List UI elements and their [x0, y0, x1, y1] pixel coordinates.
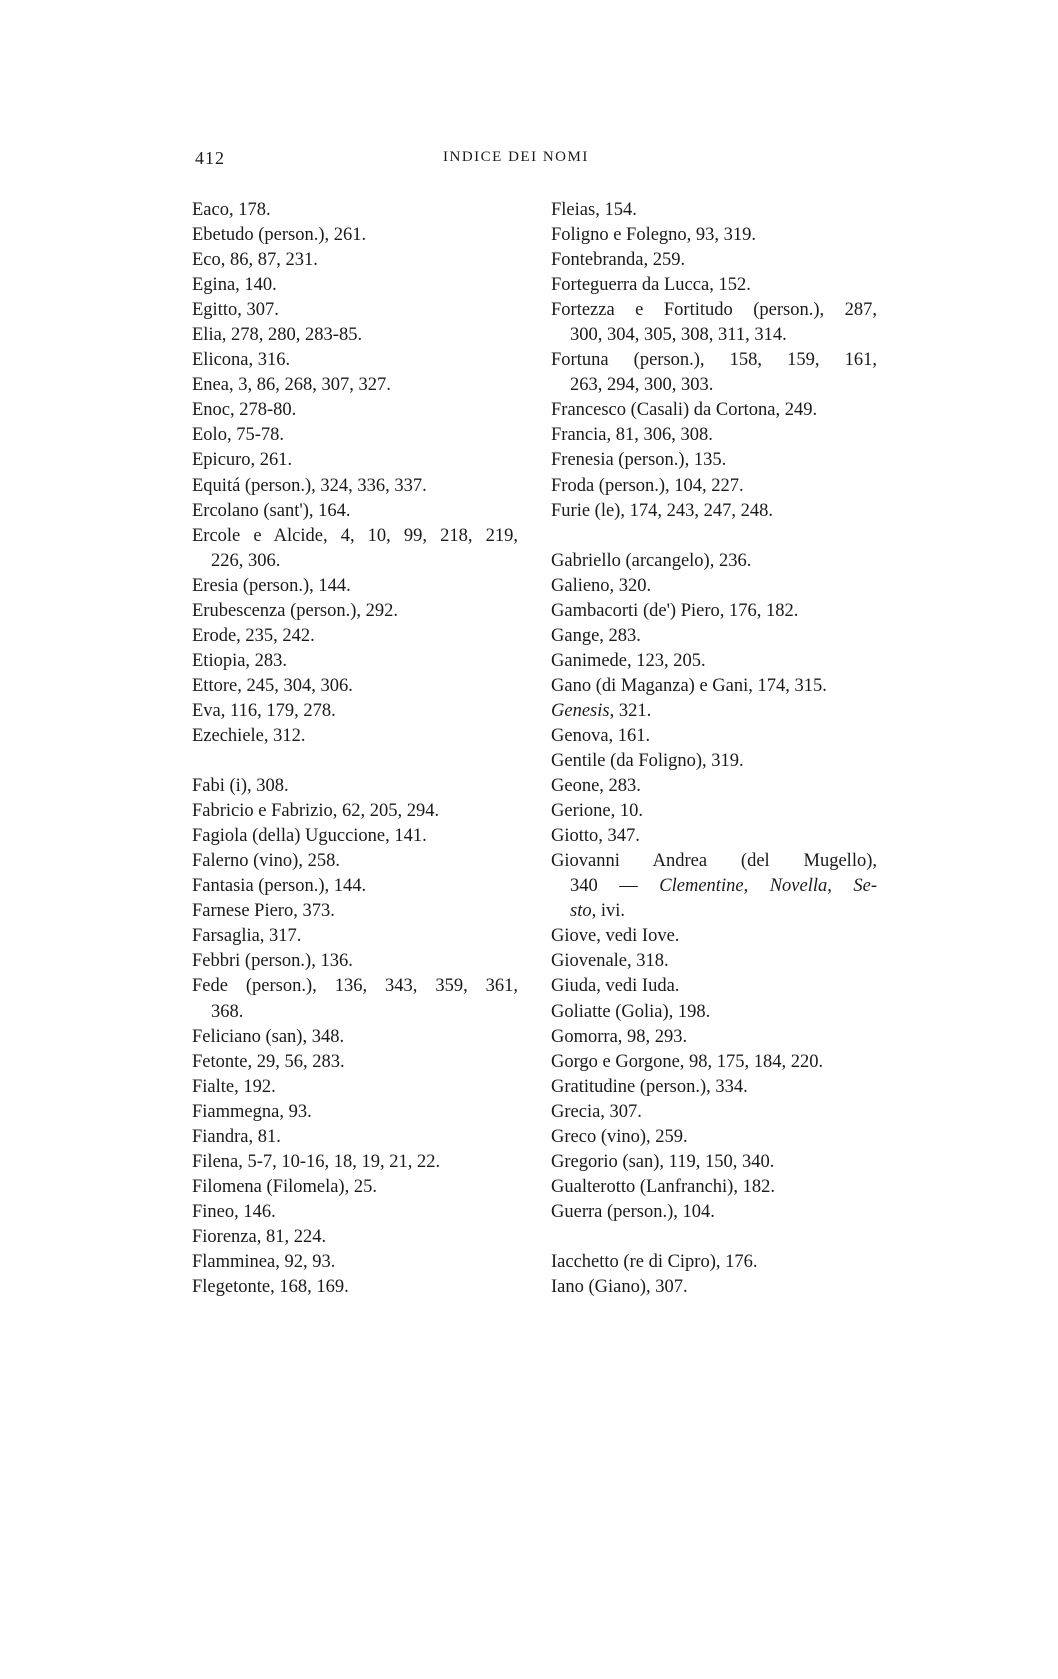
index-entry: Eaco, 178.: [192, 200, 271, 220]
index-entry: Fortezza e Fortitudo (person.), 287,: [551, 300, 877, 321]
index-entry: Greco (vino), 259.: [551, 1126, 688, 1147]
index-entry: Froda (person.), 104, 227.: [551, 475, 744, 496]
index-entry: Eva, 116, 179, 278.: [192, 700, 336, 721]
index-entry: Iacchetto (re di Cipro), 176.: [551, 1251, 758, 1272]
index-entry: Febbri (person.), 136.: [192, 951, 353, 972]
page-number: 412: [195, 148, 225, 168]
index-entry: Fetonte, 29, 56, 283.: [192, 1051, 345, 1072]
italic-title: sto: [570, 901, 592, 922]
index-entry: Genesis, 321.: [551, 699, 877, 724]
index-entry: Gorgo e Gorgone, 98, 175, 184, 220.: [551, 1051, 824, 1072]
index-entry-continuation: 368.: [211, 1001, 244, 1022]
index-entry: Forteguerra da Lucca, 152.: [551, 275, 751, 296]
index-entry: Egitto, 307.: [192, 300, 279, 321]
index-entry: Fleias, 154.: [551, 200, 637, 220]
index-entry: Erubescenza (person.), 292.: [192, 600, 398, 621]
index-entry: Francesco (Casali) da Cortona, 249.: [551, 400, 818, 421]
index-entry: Filomena (Filomela), 25.: [192, 1176, 377, 1197]
index-entry: Fagiola (della) Uguccione, 141.: [192, 826, 427, 847]
index-entry: Fiandra, 81.: [192, 1126, 281, 1147]
index-entry: Gange, 283.: [551, 625, 641, 646]
index-entry: Fabricio e Fabrizio, 62, 205, 294.: [192, 801, 440, 822]
index-entry: Ezechiele, 312.: [192, 725, 306, 746]
index-entry: Farsaglia, 317.: [192, 926, 302, 947]
index-entry: Flamminea, 92, 93.: [192, 1251, 336, 1272]
index-entry: Ercolano (sant'), 164.: [192, 500, 351, 521]
section-gap: [192, 749, 518, 774]
index-entry: Fineo, 146.: [192, 1201, 276, 1222]
index-entry-continuation: 300, 304, 305, 308, 311, 314.: [570, 325, 787, 346]
index-entry-continuation: 340 — Clementine, Novella, Se-: [551, 874, 877, 899]
index-entry: Giove, vedi Iove.: [551, 926, 680, 947]
index-entry: Gerione, 10.: [551, 801, 643, 822]
index-entry: Ettore, 245, 304, 306.: [192, 675, 353, 696]
index-entry: Etiopia, 283.: [192, 650, 288, 671]
index-entry: Gentile (da Foligno), 319.: [551, 751, 744, 772]
entry-text: 340 —: [570, 876, 660, 897]
index-entry: Falerno (vino), 258.: [192, 851, 340, 872]
index-entry: Goliatte (Golia), 198.: [551, 1001, 711, 1022]
index-entry: Fialte, 192.: [192, 1076, 276, 1097]
index-entry-continuation: sto, ivi.: [551, 899, 877, 924]
index-entry: Erode, 235, 242.: [192, 625, 315, 646]
index-entry: Ebetudo (person.), 261.: [192, 225, 367, 246]
italic-title: Clementine, Novella, Se-: [659, 876, 877, 897]
index-entry: Gratitudine (person.), 334.: [551, 1076, 748, 1097]
index-entry: Filena, 5-7, 10-16, 18, 19, 21, 22.: [192, 1151, 441, 1172]
italic-title: Genesis: [551, 700, 610, 721]
index-entry: Gano (di Maganza) e Gani, 174, 315.: [551, 675, 827, 696]
index-entry: Giuda, vedi Iuda.: [551, 976, 680, 997]
index-entry: Feliciano (san), 348.: [192, 1026, 345, 1047]
index-entry: Foligno e Folegno, 93, 319.: [551, 225, 757, 246]
index-entry: Gambacorti (de') Piero, 176, 182.: [551, 600, 799, 621]
index-entry: Gualterotto (Lanfranchi), 182.: [551, 1176, 775, 1197]
index-column-right: Fleias, 154. Foligno e Folegno, 93, 319. F…: [551, 198, 877, 1300]
index-entry: Frenesia (person.), 135.: [551, 450, 727, 471]
index-entry: Fede (person.), 136, 343, 359, 361,: [192, 976, 518, 997]
index-entry: Giotto, 347.: [551, 826, 640, 847]
entry-text: , 321.: [609, 700, 652, 721]
index-entry: Grecia, 307.: [551, 1101, 642, 1122]
index-entry: Iano (Giano), 307.: [551, 1277, 688, 1298]
index-entry: Eresia (person.), 144.: [192, 575, 351, 596]
index-entry: Genova, 161.: [551, 725, 651, 746]
section-gap: [551, 1225, 877, 1250]
index-entry: Gomorra, 98, 293.: [551, 1026, 688, 1047]
index-entry: Fantasia (person.), 144.: [192, 876, 367, 897]
index-entry: Eolo, 75-78.: [192, 425, 284, 446]
index-entry-continuation: 226, 306.: [211, 550, 281, 571]
index-entry: Fabi (i), 308.: [192, 776, 289, 797]
index-entry: Fontebranda, 259.: [551, 250, 686, 271]
running-title: INDICE DEI NOMI: [443, 149, 589, 165]
index-entry: Enoc, 278-80.: [192, 400, 297, 421]
index-entry: Enea, 3, 86, 268, 307, 327.: [192, 375, 391, 396]
index-entry: Galieno, 320.: [551, 575, 652, 596]
index-entry: Gregorio (san), 119, 150, 340.: [551, 1151, 775, 1172]
index-entry: Gabriello (arcangelo), 236.: [551, 550, 752, 571]
index-entry: Ercole e Alcide, 4, 10, 99, 218, 219,: [192, 525, 518, 546]
index-entry: Guerra (person.), 104.: [551, 1201, 715, 1222]
index-entry: Equitá (person.), 324, 336, 337.: [192, 475, 427, 496]
index-column-left: Eaco, 178. Ebetudo (person.), 261. Eco, 86…: [192, 198, 518, 1300]
index-entry: Egina, 140.: [192, 275, 277, 296]
index-entry-continuation: 263, 294, 300, 303.: [570, 375, 714, 396]
index-entry: Furie (le), 174, 243, 247, 248.: [551, 500, 773, 521]
index-entry: Ganimede, 123, 205.: [551, 650, 706, 671]
index-entry: Fiorenza, 81, 224.: [192, 1226, 327, 1247]
index-entry: Giovenale, 318.: [551, 951, 669, 972]
index-entry: Eco, 86, 87, 231.: [192, 250, 318, 271]
index-entry: Giovanni Andrea (del Mugello),: [551, 851, 877, 872]
entry-text: , ivi.: [591, 901, 625, 922]
index-entry: Elicona, 316.: [192, 350, 291, 371]
index-entry: Geone, 283.: [551, 776, 641, 797]
index-entry: Epicuro, 261.: [192, 450, 293, 471]
section-gap: [551, 524, 877, 549]
index-entry: Francia, 81, 306, 308.: [551, 425, 713, 446]
index-entry: Elia, 278, 280, 283-85.: [192, 325, 363, 346]
index-entry: Fiammegna, 93.: [192, 1101, 312, 1122]
index-entry: Farnese Piero, 373.: [192, 901, 335, 922]
index-entry: Fortuna (person.), 158, 159, 161,: [551, 350, 877, 371]
index-entry: Flegetonte, 168, 169.: [192, 1277, 349, 1298]
